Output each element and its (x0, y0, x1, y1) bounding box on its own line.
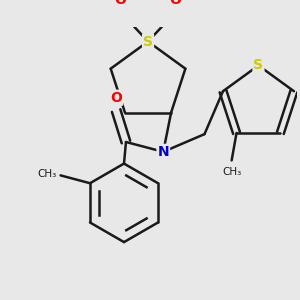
Text: O: O (110, 91, 122, 105)
Text: CH₃: CH₃ (38, 169, 57, 179)
Text: O: O (115, 0, 127, 7)
Text: O: O (169, 0, 181, 7)
Text: S: S (254, 58, 263, 72)
Text: S: S (143, 34, 153, 49)
Text: CH₃: CH₃ (222, 167, 241, 177)
Text: N: N (158, 145, 169, 159)
